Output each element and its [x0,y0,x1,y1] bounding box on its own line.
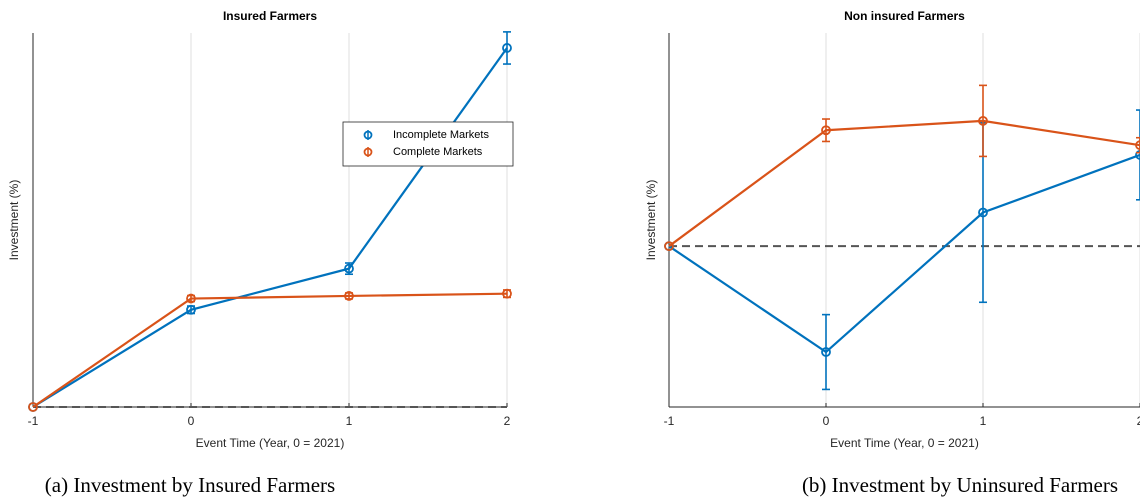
error-bar [503,31,511,65]
x-tick-label: 1 [980,414,987,428]
error-bar [1136,109,1140,201]
point [344,291,354,301]
legend-box [342,121,514,167]
point [978,207,988,218]
legend-label: Complete Markets [393,146,483,158]
point [28,402,38,412]
x-axis-label: Event Time (Year, 0 = 2021) [830,436,979,450]
x-tick-label: -1 [28,414,39,428]
point [186,304,196,315]
x-tick-label: 1 [346,414,353,428]
x-tick-label: 0 [188,414,195,428]
x-tick-label: -1 [664,414,675,428]
chart-title: Non insured Farmers [844,9,965,23]
error-bar [822,118,830,143]
error-bar [1136,136,1140,154]
error-bar [822,313,830,391]
legend-marker [363,147,373,157]
point [978,115,988,126]
x-axis-label: Event Time (Year, 0 = 2021) [196,436,345,450]
error-bar [979,84,987,158]
x-tick-label: 2 [504,414,511,428]
point [821,125,831,136]
legend-marker [363,130,373,140]
point [502,43,512,53]
point [344,263,354,274]
chart-title: Insured Farmers [223,9,317,23]
series-line [668,153,1140,354]
x-tick-label: 0 [823,414,830,428]
x-tick-label: 2 [1137,414,1140,428]
series-line [32,292,508,408]
point [821,347,831,357]
caption: (b) Investment by Uninsured Farmers [802,473,1118,497]
y-axis-label: Investment (%) [644,180,658,261]
point [1135,150,1140,160]
caption: (a) Investment by Insured Farmers [45,473,335,497]
series-line [668,119,1140,248]
series-line [32,47,508,408]
legend-label: Incomplete Markets [393,129,489,141]
point [502,288,512,299]
point [664,241,674,252]
point [186,293,196,304]
y-axis-label: Investment (%) [7,180,21,261]
point [1135,140,1140,151]
